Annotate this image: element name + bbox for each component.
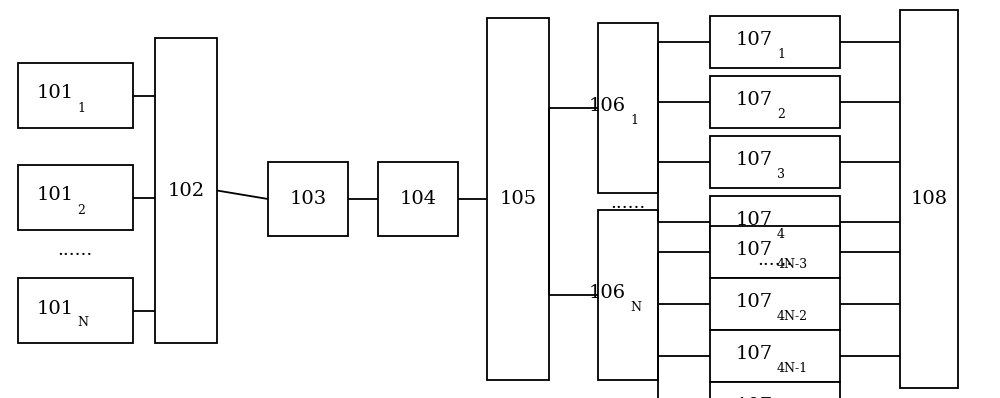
Text: 101: 101 <box>36 84 74 103</box>
Text: 101: 101 <box>36 187 74 205</box>
Text: 107: 107 <box>736 345 773 363</box>
Bar <box>378 162 458 236</box>
Bar <box>710 136 840 188</box>
Bar <box>598 23 658 193</box>
Text: 106: 106 <box>589 97 626 115</box>
Text: 107: 107 <box>736 91 773 109</box>
Bar <box>710 76 840 128</box>
Bar <box>710 382 840 398</box>
Text: 4N-3: 4N-3 <box>777 258 808 271</box>
Bar <box>268 162 348 236</box>
Text: 107: 107 <box>736 31 773 49</box>
Text: N: N <box>630 301 641 314</box>
Bar <box>710 196 840 248</box>
Text: 101: 101 <box>36 300 74 318</box>
Bar <box>710 226 840 278</box>
Bar <box>598 210 658 380</box>
Text: N: N <box>78 316 88 330</box>
Text: ......: ...... <box>610 194 646 212</box>
Text: ......: ...... <box>757 251 793 269</box>
Text: 1: 1 <box>777 48 785 61</box>
Text: 103: 103 <box>289 190 327 208</box>
Text: 105: 105 <box>499 190 537 208</box>
Bar <box>18 165 133 230</box>
Text: 107: 107 <box>736 151 773 169</box>
Bar <box>710 16 840 68</box>
Text: 108: 108 <box>910 190 948 208</box>
Text: 107: 107 <box>736 211 773 229</box>
Text: 107: 107 <box>736 397 773 398</box>
Bar <box>18 278 133 343</box>
Text: 4N-2: 4N-2 <box>777 310 808 323</box>
Text: 106: 106 <box>589 284 626 302</box>
Text: 1: 1 <box>78 101 86 115</box>
Text: 107: 107 <box>736 241 773 259</box>
Text: 2: 2 <box>78 203 85 217</box>
Bar <box>18 63 133 128</box>
Text: 102: 102 <box>167 181 205 199</box>
Text: 4: 4 <box>777 228 785 241</box>
Text: 104: 104 <box>399 190 437 208</box>
Text: 107: 107 <box>736 293 773 311</box>
Bar <box>710 278 840 330</box>
Bar <box>710 330 840 382</box>
Bar <box>155 38 217 343</box>
Text: 2: 2 <box>777 108 785 121</box>
Text: ......: ...... <box>57 241 93 259</box>
Text: 3: 3 <box>777 168 785 181</box>
Text: 1: 1 <box>630 114 638 127</box>
Bar <box>900 10 958 388</box>
Text: 4N-1: 4N-1 <box>777 362 808 375</box>
Bar <box>487 18 549 380</box>
